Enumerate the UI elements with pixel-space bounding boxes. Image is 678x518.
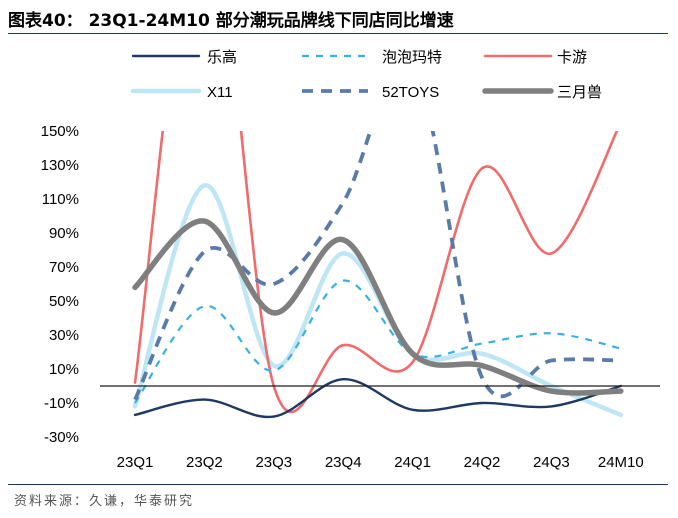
x-tick-label: 23Q1 — [117, 454, 154, 471]
legend-label-kayou: 卡游 — [557, 49, 587, 66]
y-tick-label: 130% — [41, 157, 79, 174]
series-line-kayou — [133, 131, 619, 414]
legend-label-lego: 乐高 — [207, 49, 237, 66]
x-tick-label: 24M10 — [598, 454, 644, 471]
series-line-toys52 — [133, 131, 621, 401]
y-tick-label: 30% — [49, 327, 79, 344]
legend-label-sanyueshou: 三月兽 — [557, 84, 602, 101]
y-axis: -30% -10% 10% 30% 50% 70% 90% 110% 130% 150% — [41, 123, 79, 446]
source-note: 资料来源：久谦，华泰研究 — [14, 494, 195, 509]
footer-rule — [8, 484, 668, 485]
x-tick-label: 23Q4 — [325, 454, 362, 471]
title-rule — [8, 33, 668, 34]
y-tick-label: 90% — [49, 225, 79, 242]
series-line-x11 — [132, 183, 624, 418]
legend-label-x11: X11 — [207, 84, 233, 101]
legend-label-paopao: 泡泡玛特 — [382, 49, 442, 66]
y-tick-label: -10% — [44, 395, 79, 412]
x-tick-label: 24Q3 — [533, 454, 570, 471]
y-tick-label: 10% — [49, 361, 79, 378]
y-tick-label: -30% — [44, 429, 79, 446]
y-tick-label: 150% — [41, 123, 79, 140]
legend-label-toys52: 52TOYS — [382, 84, 439, 101]
y-tick-label: 70% — [49, 259, 79, 276]
series-line-sanyueshou — [132, 218, 624, 396]
chart-legend: 乐高 泡泡玛特 卡游 X11 52TOYS 三月兽 — [130, 49, 602, 101]
series-line-paopao — [134, 279, 622, 404]
y-tick-label: 110% — [42, 191, 79, 208]
x-tick-label: 24Q2 — [464, 454, 501, 471]
series-lines — [132, 131, 624, 419]
x-tick-label: 24Q1 — [394, 454, 431, 471]
series-line-lego — [133, 377, 622, 419]
x-tick-label: 23Q3 — [255, 454, 292, 471]
x-tick-label: 23Q2 — [186, 454, 223, 471]
x-axis: 23Q1 23Q2 23Q3 23Q4 24Q1 24Q2 24Q3 24M10 — [117, 454, 644, 471]
y-tick-label: 50% — [49, 293, 79, 310]
chart-title: 图表40： 23Q1-24M10 部分潮玩品牌线下同店同比增速 — [8, 11, 454, 31]
